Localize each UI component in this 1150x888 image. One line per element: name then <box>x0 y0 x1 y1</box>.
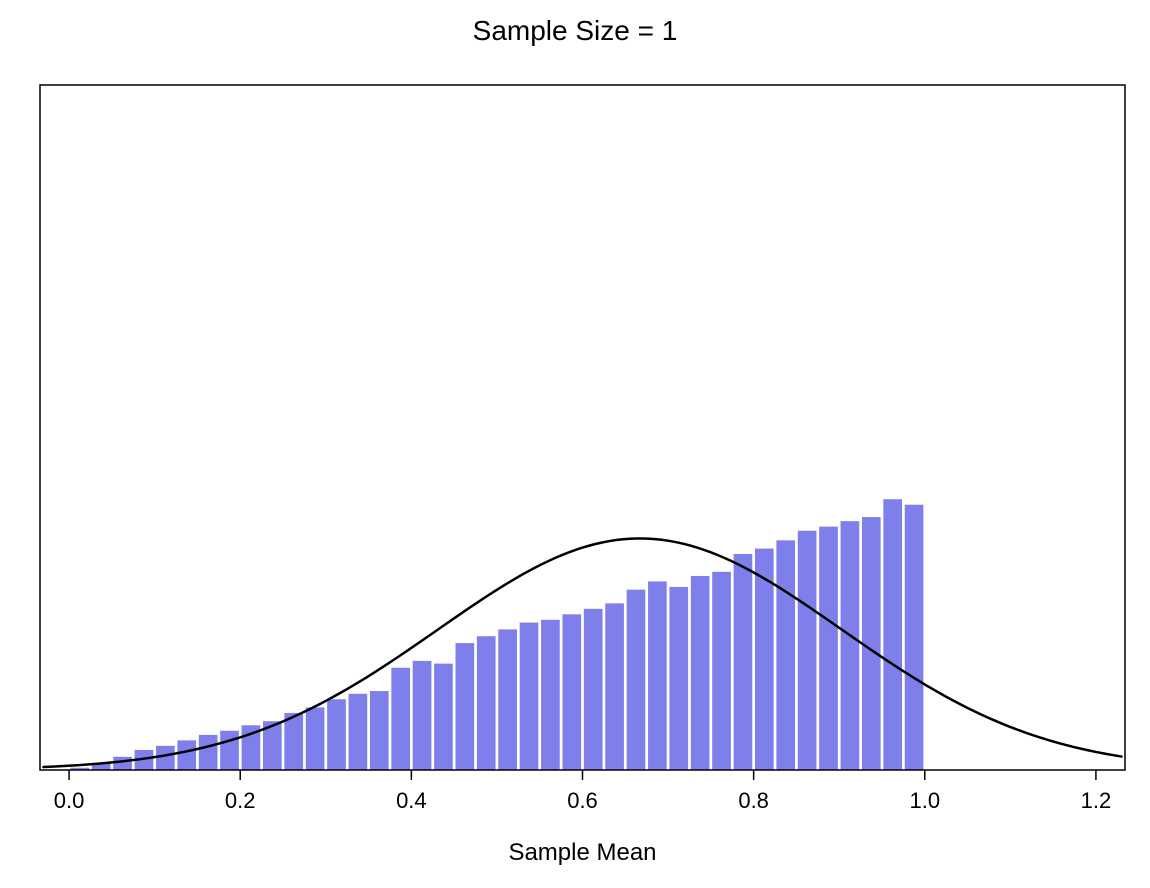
histogram-bar <box>412 660 432 770</box>
x-axis: 0.0 0.2 0.4 0.6 0.8 1.0 1.2 <box>54 770 1111 813</box>
histogram-bar <box>883 499 903 770</box>
density-curve <box>43 539 1121 768</box>
histogram-bar <box>177 740 197 770</box>
chart-container: Sample Size = 1 0.0 0.2 0.4 0.6 0.8 1.0 1.2 Samp… <box>0 0 1150 888</box>
histogram-bar <box>369 691 389 770</box>
histogram-bar <box>348 693 368 770</box>
histogram-bar <box>455 643 475 770</box>
histogram-bar <box>498 629 518 770</box>
chart-title: Sample Size = 1 <box>473 15 678 46</box>
histogram-bar <box>476 636 496 770</box>
histogram-bar <box>605 603 625 770</box>
histogram-bar <box>541 619 561 770</box>
x-tick-label: 1.2 <box>1081 788 1112 813</box>
x-tick-label: 0.6 <box>567 788 598 813</box>
x-tick-label: 0.8 <box>738 788 769 813</box>
histogram-bar <box>733 554 753 770</box>
histogram-bar <box>840 521 860 770</box>
histogram-bar <box>690 575 710 770</box>
histogram-bar <box>434 663 454 770</box>
histogram-bar <box>198 734 218 770</box>
histogram-bar <box>904 504 924 770</box>
histogram-bars <box>70 499 924 770</box>
histogram-bar <box>797 530 817 770</box>
histogram-bar <box>669 586 689 770</box>
histogram-bar <box>391 667 411 770</box>
x-tick-label: 0.0 <box>54 788 85 813</box>
histogram-bar <box>861 517 881 770</box>
histogram-bar <box>583 608 603 770</box>
histogram-bar <box>648 581 668 770</box>
x-tick-label: 0.2 <box>225 788 256 813</box>
x-tick-label: 0.4 <box>396 788 427 813</box>
histogram-bar <box>220 730 240 770</box>
histogram-bar <box>562 614 582 770</box>
x-tick-label: 1.0 <box>909 788 940 813</box>
histogram-bar <box>819 526 839 770</box>
histogram-bar <box>519 622 539 770</box>
histogram-bar <box>712 571 732 770</box>
histogram-bar <box>327 699 347 770</box>
histogram-bar <box>626 589 646 770</box>
histogram-bar <box>776 540 796 770</box>
chart-svg: Sample Size = 1 0.0 0.2 0.4 0.6 0.8 1.0 1.2 Samp… <box>0 0 1150 888</box>
histogram-bar <box>305 707 325 770</box>
x-axis-label: Sample Mean <box>508 839 656 866</box>
plot-border <box>40 85 1125 770</box>
